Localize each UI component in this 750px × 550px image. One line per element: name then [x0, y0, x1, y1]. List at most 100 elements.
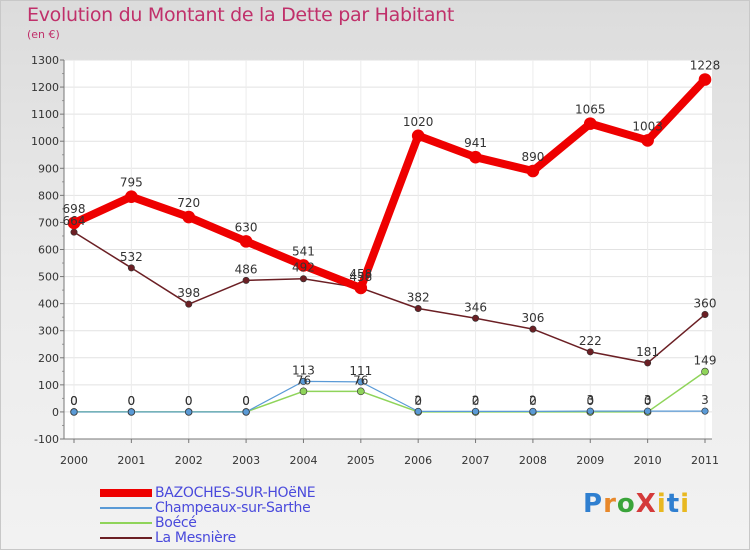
data-label: 492 [292, 261, 315, 275]
data-label: 0 [128, 394, 136, 408]
legend-swatch [100, 506, 152, 509]
x-tick-label: 2004 [289, 454, 317, 467]
data-point [586, 348, 594, 356]
legend-swatch [100, 488, 152, 497]
data-label: 2 [414, 393, 422, 407]
y-tick-label: 400 [38, 298, 59, 311]
data-label: 0 [242, 394, 250, 408]
legend-item: La Mesnière [100, 529, 315, 546]
data-label: 0 [242, 394, 250, 408]
data-point [701, 407, 709, 415]
data-point [70, 228, 78, 236]
data-point [299, 275, 307, 283]
data-label: 360 [694, 296, 717, 310]
legend-label: La Mesnière [155, 529, 236, 546]
series-line [73, 231, 706, 364]
data-point [701, 310, 709, 318]
legend: BAZOCHES-SUR-HOëNE Champeaux-sur-Sarthe … [100, 484, 316, 546]
data-label: 541 [292, 244, 315, 258]
data-label: 0 [529, 394, 537, 408]
data-label: 664 [63, 214, 86, 228]
data-point [583, 117, 597, 130]
data-label: 0 [185, 394, 193, 408]
legend-item: Boécé [100, 514, 315, 531]
data-label: 0 [586, 394, 594, 408]
data-point [354, 281, 368, 295]
data-label: 1003 [632, 119, 663, 133]
data-point [67, 216, 81, 230]
data-label: 346 [464, 300, 487, 314]
legend-label: BAZOCHES-SUR-HOëNE [155, 484, 316, 501]
legend-label: Boécé [155, 514, 197, 531]
x-tick-label: 2005 [347, 454, 375, 467]
data-label: 532 [120, 250, 143, 264]
data-label: 2 [529, 393, 537, 407]
x-tick-label: 2006 [404, 454, 432, 467]
x-tick-label: 2000 [60, 454, 88, 467]
data-point [127, 264, 135, 272]
y-tick-label: 500 [38, 271, 59, 284]
data-point [701, 367, 709, 376]
y-tick-label: 1300 [31, 54, 59, 67]
data-label: 222 [579, 334, 602, 348]
y-tick-label: 300 [38, 325, 59, 338]
y-tick-label: 100 [38, 379, 59, 392]
x-tick-label: 2008 [519, 454, 547, 467]
data-label: 720 [177, 196, 200, 210]
y-tick-label: 800 [38, 189, 59, 202]
data-label: 941 [464, 136, 487, 150]
data-label: 3 [644, 393, 652, 407]
data-point [414, 305, 422, 313]
x-tick-label: 2002 [175, 454, 203, 467]
data-label: 630 [235, 220, 258, 234]
y-tick-label: -100 [34, 433, 59, 446]
data-point [641, 134, 654, 147]
data-label: 2 [472, 393, 480, 407]
x-tick-label: 2003 [232, 454, 260, 467]
data-label: 0 [70, 394, 78, 408]
x-tick-label: 2007 [462, 454, 490, 467]
y-tick-label: 1000 [31, 135, 59, 148]
data-label: 458 [349, 267, 372, 281]
data-point [239, 235, 253, 248]
data-label: 0 [70, 394, 78, 408]
x-tick-label: 2009 [576, 454, 604, 467]
y-tick-label: 1200 [31, 81, 59, 94]
y-tick-label: 0 [52, 406, 59, 419]
data-point [411, 129, 425, 143]
data-label: 698 [63, 202, 86, 216]
data-label: 76 [296, 373, 311, 387]
data-label: 0 [128, 394, 136, 408]
data-label: 458 [349, 270, 372, 284]
data-label: 0 [185, 394, 193, 408]
data-label: 0 [414, 394, 422, 408]
data-point [644, 407, 652, 415]
data-point [472, 407, 480, 415]
legend-item: Champeaux-sur-Sarthe [100, 499, 315, 516]
series-line [70, 75, 709, 292]
data-label: 382 [407, 291, 430, 305]
data-point [529, 325, 537, 333]
data-label: 3 [586, 393, 594, 407]
y-tick-label: 200 [38, 352, 59, 365]
chart-subtitle: (en €) [27, 28, 60, 41]
data-label: 149 [694, 354, 717, 368]
x-tick-label: 2001 [117, 454, 145, 467]
data-point [127, 408, 135, 416]
y-tick-label: 1100 [31, 108, 59, 121]
data-label: 3 [701, 393, 709, 407]
x-tick-label: 2010 [634, 454, 662, 467]
chart-title: Evolution du Montant de la Dette par Hab… [27, 4, 455, 26]
data-label: 113 [292, 363, 315, 377]
legend-label: Champeaux-sur-Sarthe [155, 499, 311, 516]
data-label: 890 [521, 150, 544, 164]
data-point [125, 190, 138, 204]
data-label: 0 [644, 394, 652, 408]
data-point [414, 407, 422, 415]
data-point [185, 300, 193, 308]
data-point [182, 210, 196, 224]
data-point [357, 387, 365, 396]
data-point [357, 378, 365, 386]
data-point [299, 377, 307, 385]
